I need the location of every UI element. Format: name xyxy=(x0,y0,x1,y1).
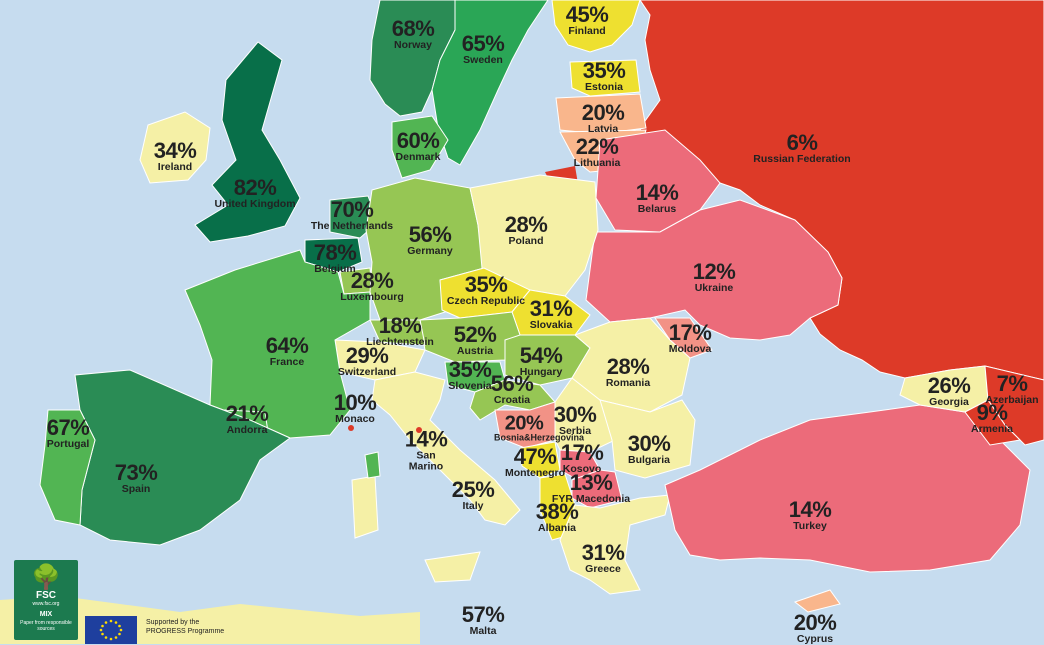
eu-line2: PROGRESS Programme xyxy=(146,628,225,635)
fsc-logo: 🌳 FSC www.fsc.org MIX Paper from respons… xyxy=(14,560,78,640)
region-corsica xyxy=(364,451,381,479)
region-sicily xyxy=(424,551,481,583)
region-belgium xyxy=(304,237,363,273)
monaco-marker xyxy=(348,425,354,431)
region-portugal xyxy=(39,409,96,526)
eu-line1: Supported by the xyxy=(146,619,200,626)
san-marino-marker xyxy=(416,427,422,433)
region-armenia xyxy=(964,399,1022,446)
region-cyprus xyxy=(793,589,841,613)
region-bulgaria xyxy=(599,399,696,479)
fsc-desc: Paper from responsible sources xyxy=(20,620,72,632)
region-sardinia xyxy=(351,475,379,539)
region-moldova xyxy=(654,317,713,359)
region-ireland xyxy=(139,111,211,184)
region-latvia xyxy=(555,93,647,135)
region-liechtenstein xyxy=(369,319,426,346)
region-luxembourg xyxy=(339,267,373,295)
region-romania xyxy=(571,317,691,413)
region-italy xyxy=(371,371,521,526)
eu-flag-icon xyxy=(85,616,137,644)
region-denmark xyxy=(391,115,449,179)
region-montenegro xyxy=(519,441,561,479)
region-greece xyxy=(559,494,671,595)
region-france xyxy=(184,249,371,439)
region-estonia xyxy=(569,59,641,97)
tree-icon: 🌳 xyxy=(31,564,61,591)
region-turkey xyxy=(664,404,1031,573)
region-finland xyxy=(551,0,641,53)
region-sweden xyxy=(431,0,549,166)
fsc-title: FSC xyxy=(36,590,56,601)
fsc-mix: MIX xyxy=(39,611,53,618)
region-uk xyxy=(194,41,301,243)
eu-support-text: Supported by the PROGRESS Programme xyxy=(146,618,224,636)
fsc-url: www.fsc.org xyxy=(32,601,60,607)
